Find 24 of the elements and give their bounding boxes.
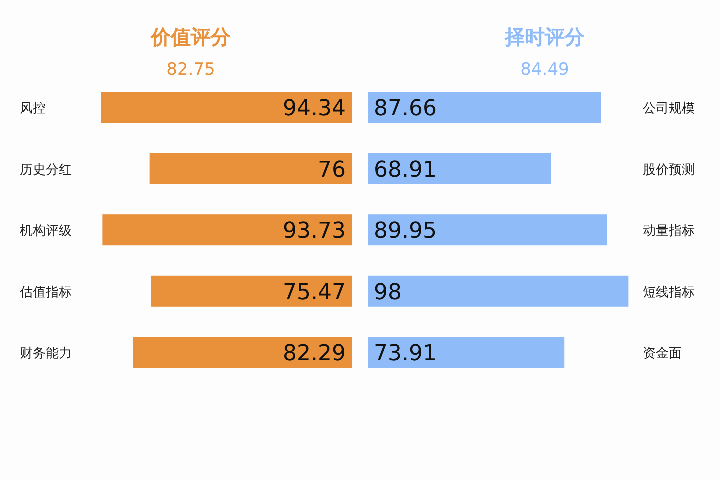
- chart-title: 价值评分: [150, 25, 232, 49]
- data-label: 75.47: [283, 280, 346, 306]
- y-tick-label: 动量指标: [643, 224, 695, 240]
- data-label: 89.95: [374, 219, 437, 244]
- chart-subtitle: 82.75: [166, 60, 216, 80]
- data-label: 93.73: [283, 219, 346, 244]
- data-label: 98: [374, 280, 402, 306]
- data-label: 94.34: [283, 96, 346, 122]
- y-tick-label: 风控: [20, 102, 46, 116]
- data-label: 68.91: [374, 158, 437, 183]
- y-tick-label: 短线指标: [643, 285, 695, 300]
- data-label: 76: [318, 158, 346, 183]
- chart-subtitle: 84.49: [520, 60, 570, 80]
- data-label: 73.91: [374, 342, 437, 367]
- y-tick-label: 财务能力: [20, 346, 72, 362]
- y-tick-label: 公司规模: [643, 102, 695, 116]
- y-tick-label: 历史分红: [20, 162, 72, 178]
- data-label: 82.29: [283, 342, 346, 367]
- y-tick-label: 估值指标: [19, 285, 72, 300]
- y-tick-label: 股价预测: [643, 162, 695, 178]
- chart-title: 择时评分: [504, 25, 586, 49]
- y-tick-label: 机构评级: [20, 224, 72, 240]
- y-tick-label: 资金面: [643, 346, 682, 362]
- data-label: 87.66: [374, 96, 437, 122]
